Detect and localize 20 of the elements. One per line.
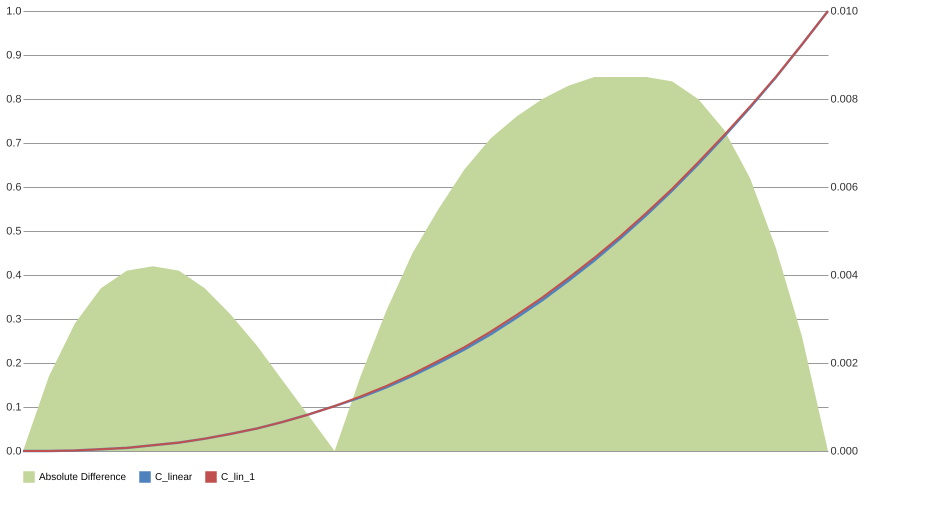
y2-tick-label: 0.002 xyxy=(830,358,858,370)
legend-label: C_lin_1 xyxy=(221,472,256,483)
y-tick-label: 0.6 xyxy=(6,182,22,194)
y2-tick-label: 0.008 xyxy=(830,94,858,106)
legend-label: Absolute Difference xyxy=(39,472,127,483)
y-tick-label: 0.5 xyxy=(6,226,22,238)
y-tick-label: 0.4 xyxy=(6,270,22,282)
y2-tick-label: 0.006 xyxy=(830,182,858,194)
y2-tick-label: 0.010 xyxy=(830,6,858,18)
y-tick-label: 1.0 xyxy=(6,6,22,18)
y2-tick-label: 0.000 xyxy=(830,446,858,458)
y-tick-label: 0.7 xyxy=(6,138,22,150)
y-tick-label: 0.0 xyxy=(6,446,22,458)
y-tick-label: 0.1 xyxy=(6,402,22,414)
legend-label: C_linear xyxy=(155,472,193,483)
y-tick-label: 0.2 xyxy=(6,358,22,370)
y-tick-label: 0.8 xyxy=(6,94,22,106)
y2-tick-label: 0.004 xyxy=(830,270,858,282)
y-tick-label: 0.3 xyxy=(6,314,22,326)
y-tick-label: 0.9 xyxy=(6,50,22,62)
